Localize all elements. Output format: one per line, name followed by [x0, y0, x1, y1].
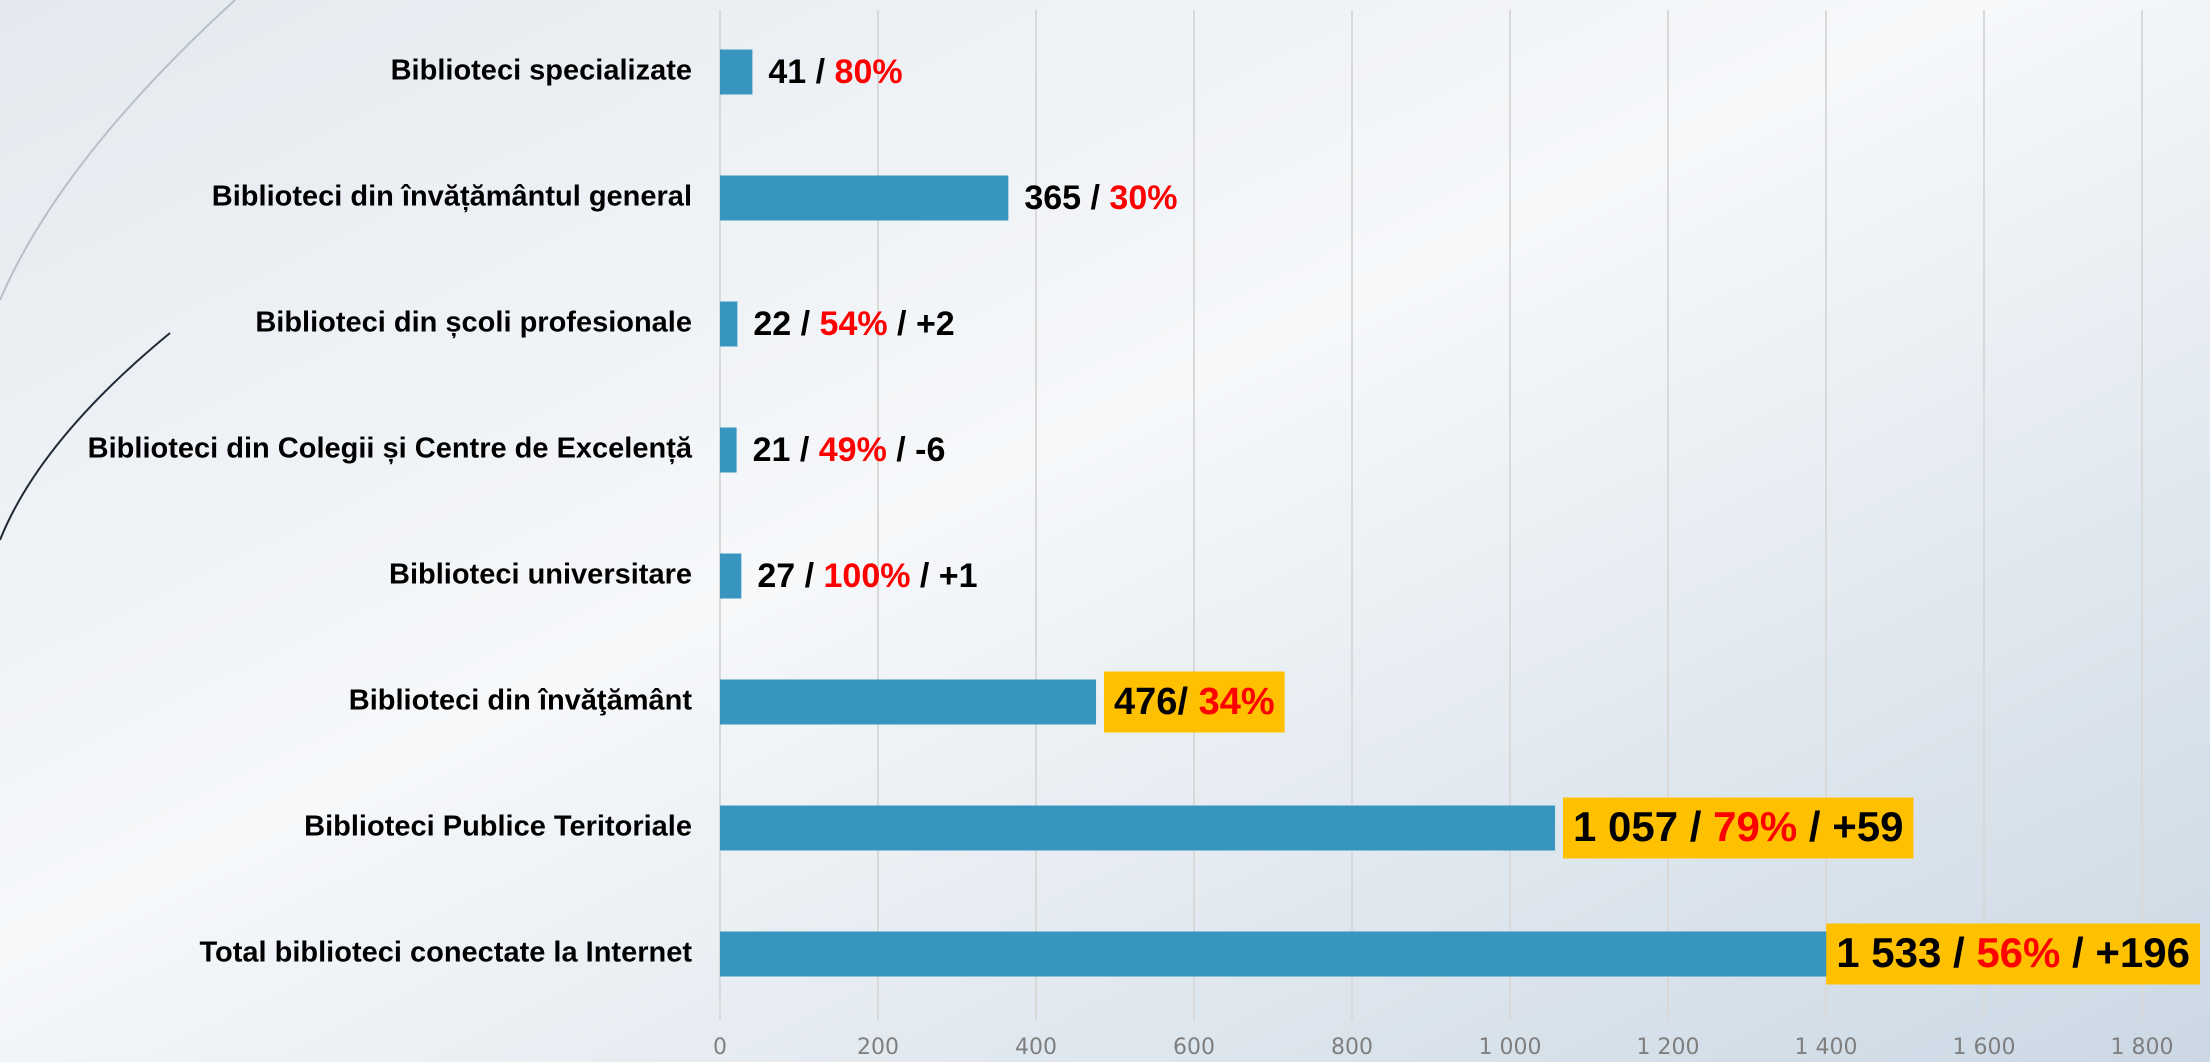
- data-label-part: / +196: [2060, 929, 2190, 976]
- data-label-part: 49%: [819, 431, 887, 469]
- bar: [720, 805, 1556, 851]
- x-tick-label: 800: [1331, 1035, 1373, 1060]
- data-label: 1 533 / 56% / +196: [1836, 929, 2190, 976]
- data-label: 21 / 49% / -6: [753, 431, 946, 469]
- data-label-value: 21: [753, 431, 791, 469]
- data-label-part: 56%: [1976, 929, 2060, 976]
- x-tick-label: 0: [713, 1035, 727, 1060]
- data-label-part: /: [1678, 803, 1713, 850]
- x-tick-label: 1 800: [2111, 1035, 2174, 1060]
- category-label: Biblioteci din școli profesionale: [255, 307, 692, 339]
- bar: [720, 175, 1009, 221]
- data-label-value: 41: [768, 53, 806, 91]
- x-tick-label: 1 400: [1795, 1035, 1858, 1060]
- data-label: 27 / 100% / +1: [757, 557, 977, 595]
- data-label-part: / +1: [910, 557, 977, 595]
- data-label-value: 365: [1024, 179, 1081, 217]
- data-label: 41 / 80%: [768, 53, 902, 91]
- data-label-part: / -6: [887, 431, 946, 469]
- data-label-part: 80%: [835, 53, 903, 91]
- data-label-group: 41 / 80%: [768, 53, 902, 91]
- data-label: 1 057 / 79% / +59: [1573, 803, 1903, 850]
- data-label-part: 54%: [820, 305, 888, 343]
- data-label-part: 30%: [1109, 179, 1177, 217]
- decor-curve: [0, 0, 236, 301]
- x-tick-label: 1 000: [1479, 1035, 1542, 1060]
- data-label-value: 27: [757, 557, 795, 595]
- data-label-part: 79%: [1713, 803, 1797, 850]
- data-label-part: /: [1177, 681, 1198, 723]
- data-label-group: 22 / 54% / +2: [753, 305, 954, 343]
- data-label-group: 1 533 / 56% / +196: [1826, 923, 2200, 985]
- category-label: Total biblioteci conectate la Internet: [199, 937, 692, 969]
- data-label: 365 / 30%: [1024, 179, 1177, 217]
- data-label-part: /: [790, 431, 818, 469]
- category-label: Biblioteci din Colegii și Centre de Exce…: [88, 433, 693, 465]
- data-label-part: /: [795, 557, 823, 595]
- data-label-part: /: [806, 53, 834, 91]
- bar: [720, 427, 737, 473]
- category-label: Biblioteci Publice Teritoriale: [304, 811, 692, 843]
- data-label-box: [1104, 671, 1285, 733]
- data-label-value: 476: [1114, 681, 1177, 723]
- data-label-part: / +2: [888, 305, 955, 343]
- category-label: Biblioteci specializate: [391, 55, 692, 87]
- grid: 0 200 400 600 800 1 000 1 200 1 400 1 600 1 800: [713, 10, 2173, 1060]
- category-label: Biblioteci din învățământul general: [212, 181, 692, 213]
- data-label-part: 34%: [1199, 681, 1275, 723]
- data-label-part: / +59: [1797, 803, 1903, 850]
- x-tick-label: 200: [857, 1035, 899, 1060]
- data-label-part: /: [791, 305, 819, 343]
- bar: [720, 679, 1097, 725]
- data-label-value: 22: [753, 305, 791, 343]
- category-label: Biblioteci din învăţământ: [349, 685, 693, 717]
- x-tick-label: 600: [1173, 1035, 1215, 1060]
- data-label-group: 365 / 30%: [1024, 179, 1177, 217]
- data-label-box: [1826, 923, 2200, 985]
- x-tick-label: 1 200: [1637, 1035, 1700, 1060]
- bar: [720, 931, 1932, 977]
- plot: Biblioteci specializate 41 / 80% Bibliotec…: [88, 49, 2200, 985]
- decor-curve: [0, 332, 171, 541]
- data-label-group: 1 057 / 79% / +59: [1563, 797, 1914, 859]
- data-label-value: 1 057: [1573, 803, 1678, 850]
- data-label-box: [1563, 797, 1914, 859]
- bar: [720, 49, 753, 95]
- x-tick-label: 400: [1015, 1035, 1057, 1060]
- data-label-group: 476/ 34%: [1104, 671, 1285, 733]
- category-label: Biblioteci universitare: [389, 559, 692, 591]
- data-label-part: /: [1081, 179, 1109, 217]
- data-label-part: 100%: [824, 557, 911, 595]
- bar: [720, 553, 742, 599]
- data-label-group: 21 / 49% / -6: [753, 431, 946, 469]
- data-label-part: /: [1941, 929, 1976, 976]
- data-label-value: 1 533: [1836, 929, 1941, 976]
- x-tick-label: 1 600: [1953, 1035, 2016, 1060]
- data-label: 22 / 54% / +2: [753, 305, 954, 343]
- data-label-group: 27 / 100% / +1: [757, 557, 977, 595]
- bar: [720, 301, 738, 347]
- data-label: 476/ 34%: [1114, 681, 1275, 723]
